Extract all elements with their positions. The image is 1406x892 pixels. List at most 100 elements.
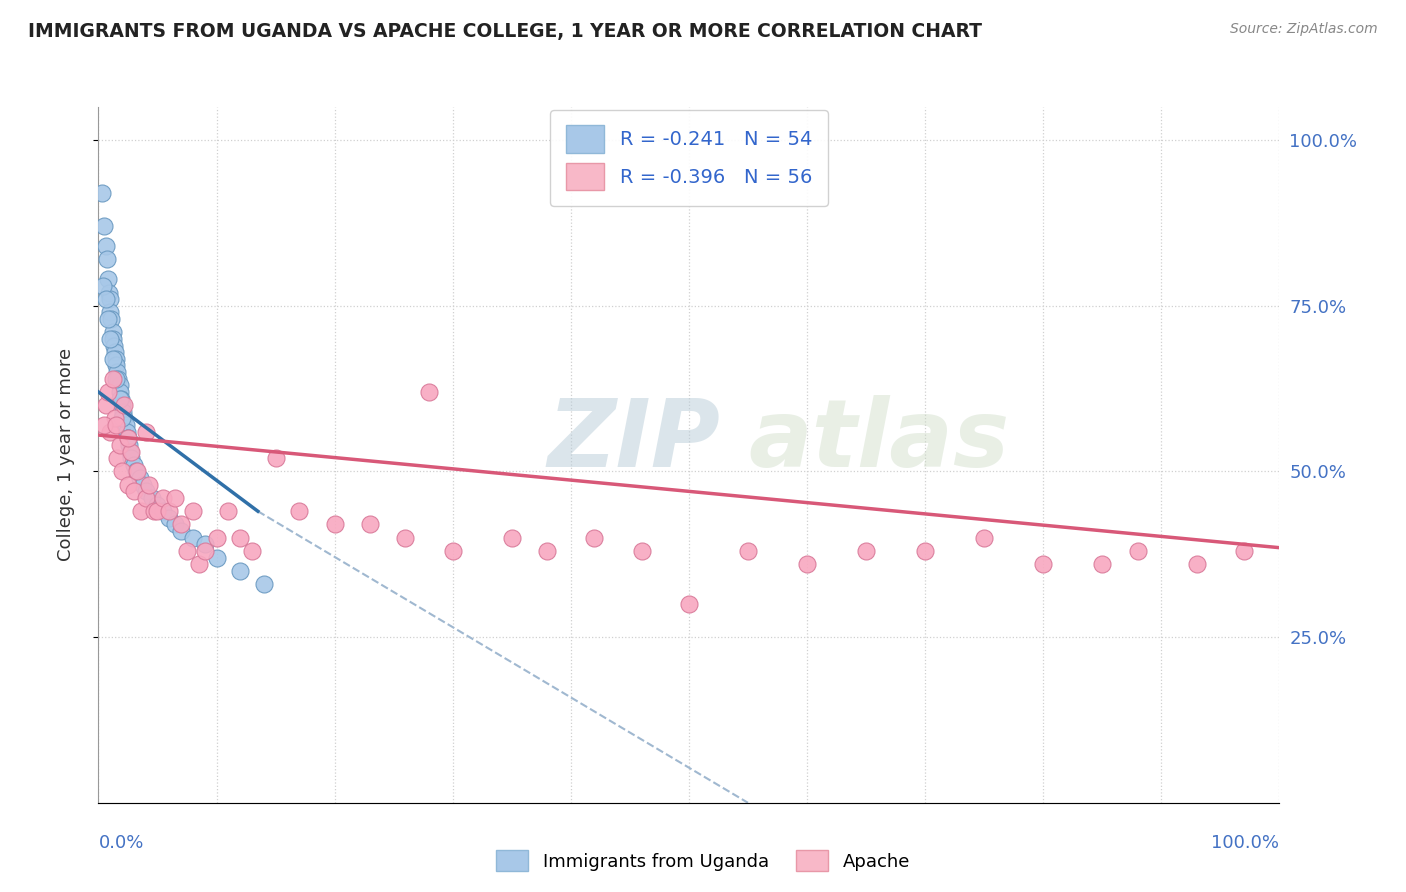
Point xyxy=(176,544,198,558)
Text: ZIP: ZIP xyxy=(547,395,720,487)
Point xyxy=(253,577,276,591)
Point xyxy=(1185,558,1208,572)
Point xyxy=(914,544,936,558)
Point xyxy=(359,517,381,532)
Point xyxy=(105,351,128,366)
Point xyxy=(141,491,163,505)
Point xyxy=(152,504,174,518)
Text: 100.0%: 100.0% xyxy=(1212,834,1279,852)
Point xyxy=(135,425,157,439)
Point xyxy=(146,504,169,518)
Text: IMMIGRANTS FROM UGANDA VS APACHE COLLEGE, 1 YEAR OR MORE CORRELATION CHART: IMMIGRANTS FROM UGANDA VS APACHE COLLEGE… xyxy=(28,22,983,41)
Point xyxy=(98,292,121,306)
Point xyxy=(138,477,160,491)
Point xyxy=(118,438,141,452)
Point xyxy=(117,431,139,445)
Point xyxy=(125,465,148,479)
Legend: R = -0.241   N = 54, R = -0.396   N = 56: R = -0.241 N = 54, R = -0.396 N = 56 xyxy=(550,110,828,206)
Point xyxy=(91,279,114,293)
Point xyxy=(107,372,129,386)
Point xyxy=(170,524,193,538)
Point xyxy=(135,484,157,499)
Point xyxy=(104,411,127,425)
Point xyxy=(98,305,121,319)
Point xyxy=(630,544,652,558)
Point xyxy=(98,332,121,346)
Point xyxy=(1091,558,1114,572)
Point xyxy=(110,392,132,406)
Point xyxy=(1032,558,1054,572)
Point xyxy=(157,504,180,518)
Point xyxy=(94,292,117,306)
Point xyxy=(120,444,142,458)
Point xyxy=(105,359,128,373)
Point xyxy=(194,544,217,558)
Point xyxy=(187,558,209,572)
Point xyxy=(128,471,150,485)
Point xyxy=(1126,544,1149,558)
Point xyxy=(115,425,138,439)
Point xyxy=(101,372,124,386)
Point xyxy=(146,498,169,512)
Text: Source: ZipAtlas.com: Source: ZipAtlas.com xyxy=(1230,22,1378,37)
Point xyxy=(170,517,193,532)
Point xyxy=(205,531,228,545)
Point xyxy=(112,405,135,419)
Point xyxy=(135,491,157,505)
Point xyxy=(98,425,121,439)
Point xyxy=(91,186,114,201)
Point xyxy=(536,544,558,558)
Point xyxy=(96,252,118,267)
Point xyxy=(264,451,287,466)
Point xyxy=(104,345,127,359)
Point xyxy=(394,531,416,545)
Point xyxy=(101,326,124,340)
Point xyxy=(121,451,143,466)
Point xyxy=(97,312,120,326)
Point xyxy=(157,511,180,525)
Text: atlas: atlas xyxy=(748,395,1010,487)
Point xyxy=(181,504,204,518)
Point xyxy=(229,564,252,578)
Point xyxy=(288,504,311,518)
Point xyxy=(142,504,165,518)
Point xyxy=(111,411,134,425)
Point xyxy=(1233,544,1256,558)
Point xyxy=(108,438,131,452)
Point xyxy=(114,418,136,433)
Legend: Immigrants from Uganda, Apache: Immigrants from Uganda, Apache xyxy=(488,843,918,879)
Point xyxy=(129,504,152,518)
Point xyxy=(98,285,121,300)
Point xyxy=(117,431,139,445)
Point xyxy=(127,465,149,479)
Point xyxy=(112,398,135,412)
Point xyxy=(93,418,115,433)
Point xyxy=(152,491,174,505)
Point xyxy=(105,451,128,466)
Point xyxy=(108,384,131,399)
Point xyxy=(181,531,204,545)
Point xyxy=(105,372,128,386)
Point xyxy=(165,517,187,532)
Point xyxy=(105,365,128,379)
Point xyxy=(323,517,346,532)
Point xyxy=(111,465,134,479)
Point xyxy=(855,544,877,558)
Point xyxy=(101,332,124,346)
Point xyxy=(105,418,128,433)
Point xyxy=(108,378,131,392)
Point xyxy=(796,558,818,572)
Point xyxy=(418,384,440,399)
Point xyxy=(194,537,217,551)
Point xyxy=(973,531,995,545)
Point xyxy=(583,531,606,545)
Point xyxy=(101,351,124,366)
Point xyxy=(97,272,120,286)
Point xyxy=(108,392,131,406)
Point xyxy=(165,491,187,505)
Point xyxy=(122,484,145,499)
Point xyxy=(132,477,155,491)
Point xyxy=(93,219,115,234)
Point xyxy=(111,398,134,412)
Point xyxy=(122,458,145,472)
